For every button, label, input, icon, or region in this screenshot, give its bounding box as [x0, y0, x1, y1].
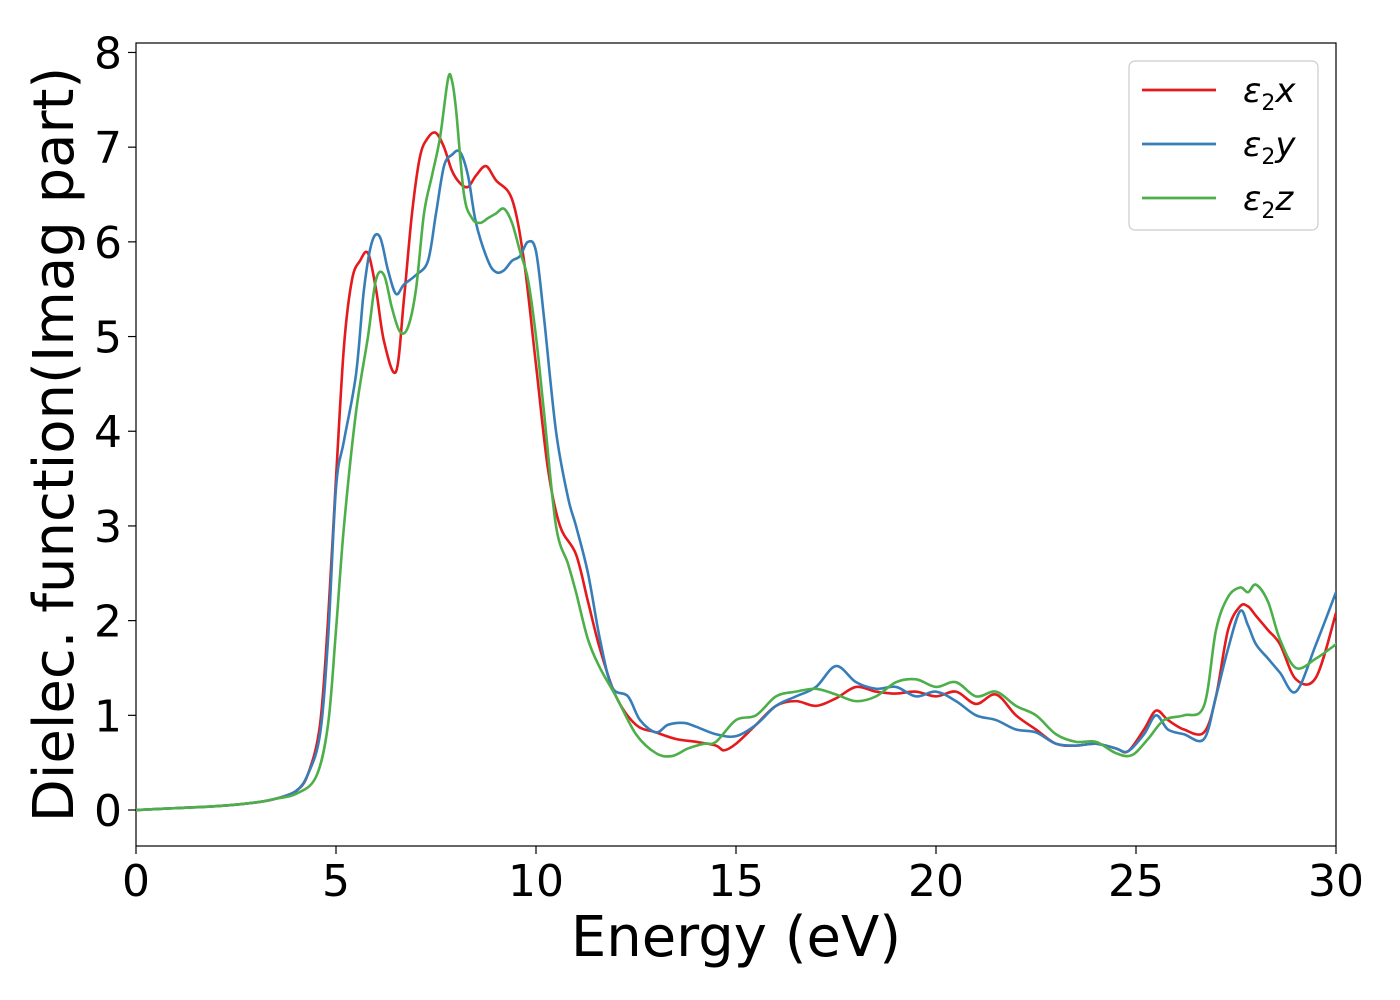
x-tick-label: 5 — [322, 856, 350, 907]
y-axis-title: Dielec. function(Imag part) — [22, 67, 87, 823]
y-tick-label: 6 — [94, 218, 122, 269]
y-tick-label: 5 — [94, 313, 122, 364]
legend-label-x: ε2x — [1243, 71, 1296, 116]
series-line-z — [136, 72, 1336, 812]
legend-label-y: ε2y — [1243, 125, 1296, 170]
series-line-x — [136, 131, 1336, 812]
y-tick-label: 2 — [94, 597, 122, 648]
y-tick-label: 7 — [94, 123, 122, 174]
y-tick-label: 3 — [94, 502, 122, 553]
y-tick-label: 4 — [94, 407, 122, 458]
y-tick-label: 8 — [94, 28, 122, 79]
series-line-y — [136, 149, 1336, 812]
x-tick-label: 15 — [708, 856, 764, 907]
y-tick-label: 1 — [94, 691, 122, 742]
axes-layer: 0 5 10 15 20 25 30 0 1 2 3 4 5 6 7 8 — [94, 28, 1364, 907]
legend-label-z: ε2z — [1243, 179, 1294, 224]
x-tick-label: 25 — [1108, 856, 1164, 907]
legend-box — [1128, 60, 1319, 231]
x-tick-label: 0 — [122, 856, 150, 907]
y-tick-label: 0 — [94, 786, 122, 837]
x-tick-label: 20 — [908, 856, 964, 907]
x-tick-label: 10 — [508, 856, 564, 907]
legend: ε2x ε2y ε2z — [1128, 60, 1319, 231]
series-layer — [136, 72, 1336, 812]
x-axis-title: Energy (eV) — [571, 905, 901, 970]
x-tick-label: 30 — [1308, 856, 1364, 907]
